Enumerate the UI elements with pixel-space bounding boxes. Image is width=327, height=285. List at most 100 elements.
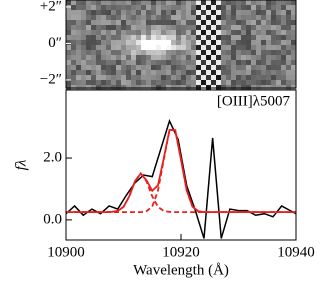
image-pixel [281, 70, 286, 75]
image-pixel [271, 15, 276, 20]
image-pixel [231, 15, 236, 20]
image-pixel [116, 20, 121, 25]
image-pixel [276, 55, 281, 60]
image-pixel [196, 20, 201, 25]
image-pixel [126, 55, 131, 60]
image-pixel [206, 5, 211, 10]
image-pixel [221, 20, 226, 25]
image-pixel [101, 5, 106, 10]
image-pixel [91, 10, 96, 15]
image-pixel [276, 50, 281, 55]
image-pixel [226, 30, 231, 35]
image-pixel [266, 40, 271, 45]
image-pixel [196, 75, 201, 80]
image-pixel [261, 50, 266, 55]
image-pixel [81, 75, 86, 80]
image-pixel [136, 75, 141, 80]
image-pixel [151, 40, 156, 45]
image-pixel [151, 80, 156, 85]
image-pixel [276, 0, 281, 5]
image-pixel [151, 5, 156, 10]
image-pixel [286, 5, 291, 10]
image-pixel [231, 50, 236, 55]
image-pixel [116, 70, 121, 75]
image-pixel [286, 25, 291, 30]
image-pixel [131, 15, 136, 20]
image-pixel [201, 40, 206, 45]
image-pixel [166, 55, 171, 60]
image-pixel [266, 45, 271, 50]
image-pixel [151, 30, 156, 35]
image-pixel [171, 45, 176, 50]
image-pixel [106, 15, 111, 20]
image-pixel [186, 75, 191, 80]
image-pixel [291, 35, 296, 40]
image-pixel [86, 75, 91, 80]
image-pixel [96, 10, 101, 15]
image-pixel [111, 20, 116, 25]
image-pixel [96, 65, 101, 70]
image-pixel [206, 10, 211, 15]
image-pixel [116, 0, 121, 5]
image-pixel [256, 75, 261, 80]
image-pixel [111, 40, 116, 45]
image-pixel [141, 65, 146, 70]
image-pixel [141, 75, 146, 80]
image-pixel [231, 35, 236, 40]
image-pixel [81, 20, 86, 25]
image-pixel [286, 75, 291, 80]
image-pixel [231, 70, 236, 75]
image-pixel [226, 60, 231, 65]
image-pixel [241, 40, 246, 45]
image-pixel [176, 35, 181, 40]
image-pixel [66, 75, 71, 80]
image-pixel [196, 65, 201, 70]
image-pixel [141, 15, 146, 20]
image-pixel [266, 60, 271, 65]
image-pixel [181, 65, 186, 70]
image-pixel [211, 65, 216, 70]
image-pixel [271, 55, 276, 60]
image-pixel [91, 35, 96, 40]
image-pixel [156, 35, 161, 40]
image-pixel [91, 75, 96, 80]
image-pixel [186, 45, 191, 50]
image-pixel [141, 0, 146, 5]
image-pixel [246, 30, 251, 35]
image-pixel [216, 80, 221, 85]
image-pixel [91, 65, 96, 70]
image-pixel [141, 60, 146, 65]
image-pixel [101, 45, 106, 50]
image-pixel [291, 20, 296, 25]
image-pixel [166, 40, 171, 45]
image-pixel [146, 45, 151, 50]
image-pixel [261, 75, 266, 80]
image-pixel [281, 55, 286, 60]
image-pixel [271, 10, 276, 15]
image-pixel [86, 80, 91, 85]
image-pixel [246, 35, 251, 40]
image-pixel [211, 25, 216, 30]
image-pixel [266, 35, 271, 40]
image-pixel [216, 5, 221, 10]
y-tick-label: −2″ [40, 71, 62, 87]
image-pixel [126, 15, 131, 20]
image-pixel [161, 60, 166, 65]
image-pixel [66, 30, 71, 35]
image-pixel [231, 0, 236, 5]
image-pixel [161, 40, 166, 45]
image-pixel [126, 40, 131, 45]
image-pixel [66, 20, 71, 25]
image-pixel [171, 80, 176, 85]
image-pixel [146, 80, 151, 85]
image-pixel [71, 50, 76, 55]
image-pixel [266, 50, 271, 55]
image-pixel [256, 0, 261, 5]
image-pixel [86, 70, 91, 75]
image-pixel [201, 20, 206, 25]
image-pixel [291, 15, 296, 20]
image-pixel [116, 15, 121, 20]
image-pixel [206, 55, 211, 60]
image-pixel [101, 50, 106, 55]
image-pixel [291, 75, 296, 80]
